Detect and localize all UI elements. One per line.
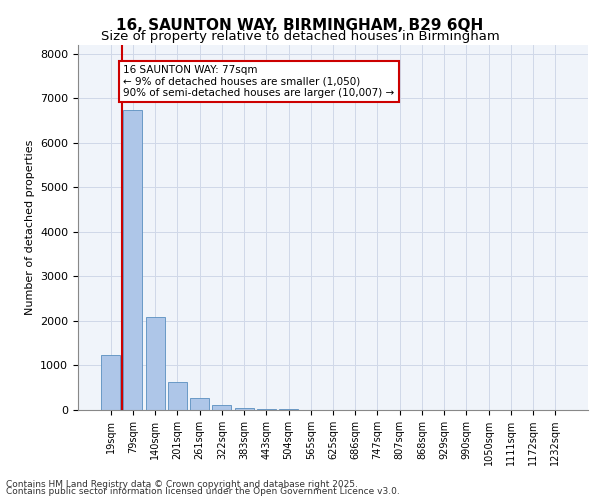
Bar (212, 405, 231, 410)
Text: Size of property relative to detached houses in Birmingham: Size of property relative to detached ho… (101, 30, 499, 43)
Bar (235, 408, 254, 410)
Bar (168, 382, 187, 410)
Text: 16, SAUNTON WAY, BIRMINGHAM, B29 6QH: 16, SAUNTON WAY, BIRMINGHAM, B29 6QH (116, 18, 484, 32)
Bar (146, 316, 164, 410)
Bar (101, 355, 120, 410)
Bar (124, 110, 142, 410)
Bar (279, 409, 298, 410)
Bar (257, 408, 276, 410)
Text: 16 SAUNTON WAY: 77sqm
← 9% of detached houses are smaller (1,050)
90% of semi-de: 16 SAUNTON WAY: 77sqm ← 9% of detached h… (123, 65, 394, 98)
Text: Contains public sector information licensed under the Open Government Licence v3: Contains public sector information licen… (6, 487, 400, 496)
Bar (190, 398, 209, 410)
Text: Contains HM Land Registry data © Crown copyright and database right 2025.: Contains HM Land Registry data © Crown c… (6, 480, 358, 489)
Y-axis label: Number of detached properties: Number of detached properties (25, 140, 35, 315)
